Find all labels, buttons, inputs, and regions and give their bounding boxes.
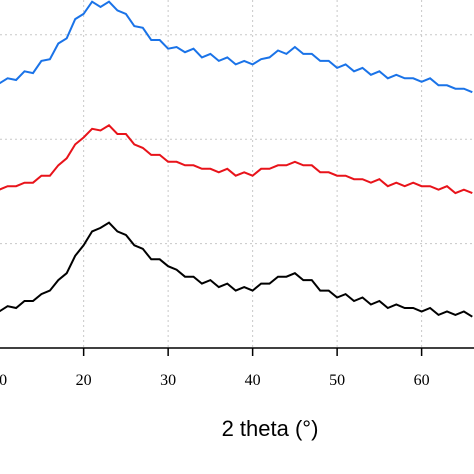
line bbox=[0, 221, 473, 318]
x-tick-label: 10 bbox=[0, 372, 7, 389]
line bbox=[0, 0, 473, 94]
line bbox=[0, 124, 473, 195]
x-axis-label: 2 theta (°) bbox=[222, 416, 319, 441]
x-tick-label: 60 bbox=[414, 372, 430, 389]
x-tick-label: 20 bbox=[76, 372, 92, 389]
x-tick-label: 30 bbox=[160, 372, 176, 389]
x-tick-label: 50 bbox=[329, 372, 345, 389]
x-tick-label: 40 bbox=[245, 372, 261, 389]
